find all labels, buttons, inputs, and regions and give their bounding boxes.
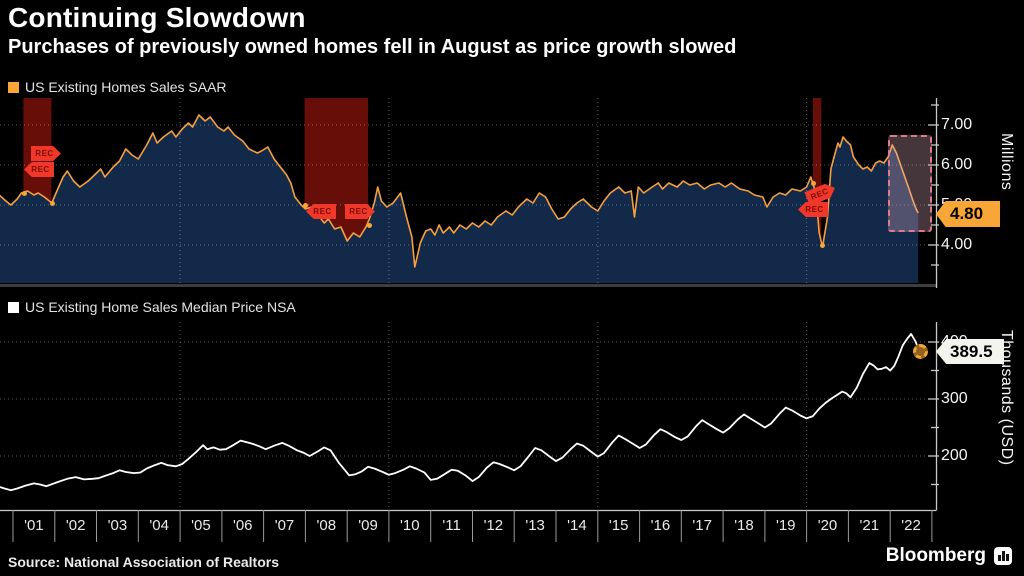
page-subtitle: Purchases of previously owned homes fell…	[8, 36, 737, 58]
recession-flag-2001-start: REC	[24, 162, 54, 177]
xtick-06: '06	[232, 517, 253, 534]
ytick-200: 200	[941, 447, 968, 464]
recession-edge-dot	[367, 223, 372, 228]
xtick-03: '03	[107, 517, 128, 534]
bloomberg-icon-bar	[1006, 554, 1009, 561]
xtick-05: '05	[191, 517, 211, 534]
recession-edge-dot	[303, 203, 308, 208]
legend-swatch-orange	[8, 81, 19, 93]
page-title: Continuing Slowdown	[8, 2, 306, 33]
recession-edge-dot	[811, 181, 816, 186]
xtick-11: '11	[442, 517, 461, 534]
ytick-300: 300	[941, 390, 968, 407]
xtick-02: '02	[65, 517, 86, 534]
recession-flag-2008-start: REC	[306, 204, 336, 219]
highlight-box-2022-decline	[888, 135, 932, 232]
xtick-21: '21	[859, 517, 880, 534]
source-attribution: Source: National Association of Realtors	[8, 554, 279, 570]
xtick-20: '20	[817, 517, 838, 534]
xtick-08: '08	[316, 517, 337, 534]
bloomberg-icon	[994, 547, 1012, 565]
xtick-12: '12	[483, 517, 504, 534]
recession-edge-dot	[50, 201, 55, 206]
xtick-01: '01	[24, 517, 44, 534]
legend-swatch-white	[8, 301, 19, 313]
xtick-17: '17	[692, 517, 712, 534]
ytick-6: 6.00	[941, 156, 973, 173]
ytick-4: 4.00	[941, 236, 973, 253]
bloomberg-logo: Bloomberg	[886, 545, 1012, 567]
xtick-14: '14	[567, 517, 587, 534]
legend-bottom-label: US Existing Home Sales Median Price NSA	[25, 299, 296, 315]
y-axis-label-millions: Millions	[998, 133, 1015, 191]
ytick-7: 7.00	[941, 116, 973, 133]
legend-top-series: US Existing Homes Sales SAAR	[8, 79, 227, 95]
xtick-09: '09	[358, 517, 378, 534]
recession-edge-dot	[820, 243, 825, 248]
xtick-22: '22	[901, 517, 921, 534]
recession-edge-dot	[22, 191, 27, 196]
xtick-10: '10	[400, 517, 420, 534]
xtick-16: '16	[650, 517, 671, 534]
xtick-13: '13	[525, 517, 545, 534]
bloomberg-icon-bar	[1002, 551, 1005, 561]
recession-flag-2001-end: REC	[31, 146, 61, 161]
last-value-tag-sales: 4.80	[936, 201, 1000, 227]
xtick-15: '15	[608, 517, 629, 534]
recession-flag-2020-start: REC	[798, 202, 828, 217]
last-value-tag-price: 389.5	[936, 339, 1004, 364]
recession-flag-2008-end: REC	[345, 204, 375, 219]
last-point-marker	[913, 344, 928, 359]
xtick-18: '18	[734, 517, 754, 534]
legend-top-label: US Existing Homes Sales SAAR	[25, 79, 227, 95]
xtick-19: '19	[775, 517, 796, 534]
bloomberg-icon-bar	[998, 555, 1001, 561]
xtick-04: '04	[149, 517, 169, 534]
legend-bottom-series: US Existing Home Sales Median Price NSA	[8, 299, 296, 315]
bloomberg-wordmark: Bloomberg	[885, 545, 986, 566]
xtick-07: '07	[274, 517, 295, 534]
